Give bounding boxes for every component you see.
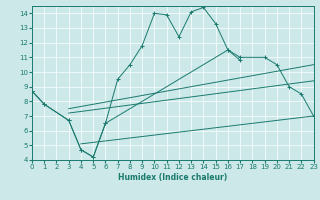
X-axis label: Humidex (Indice chaleur): Humidex (Indice chaleur) (118, 173, 228, 182)
